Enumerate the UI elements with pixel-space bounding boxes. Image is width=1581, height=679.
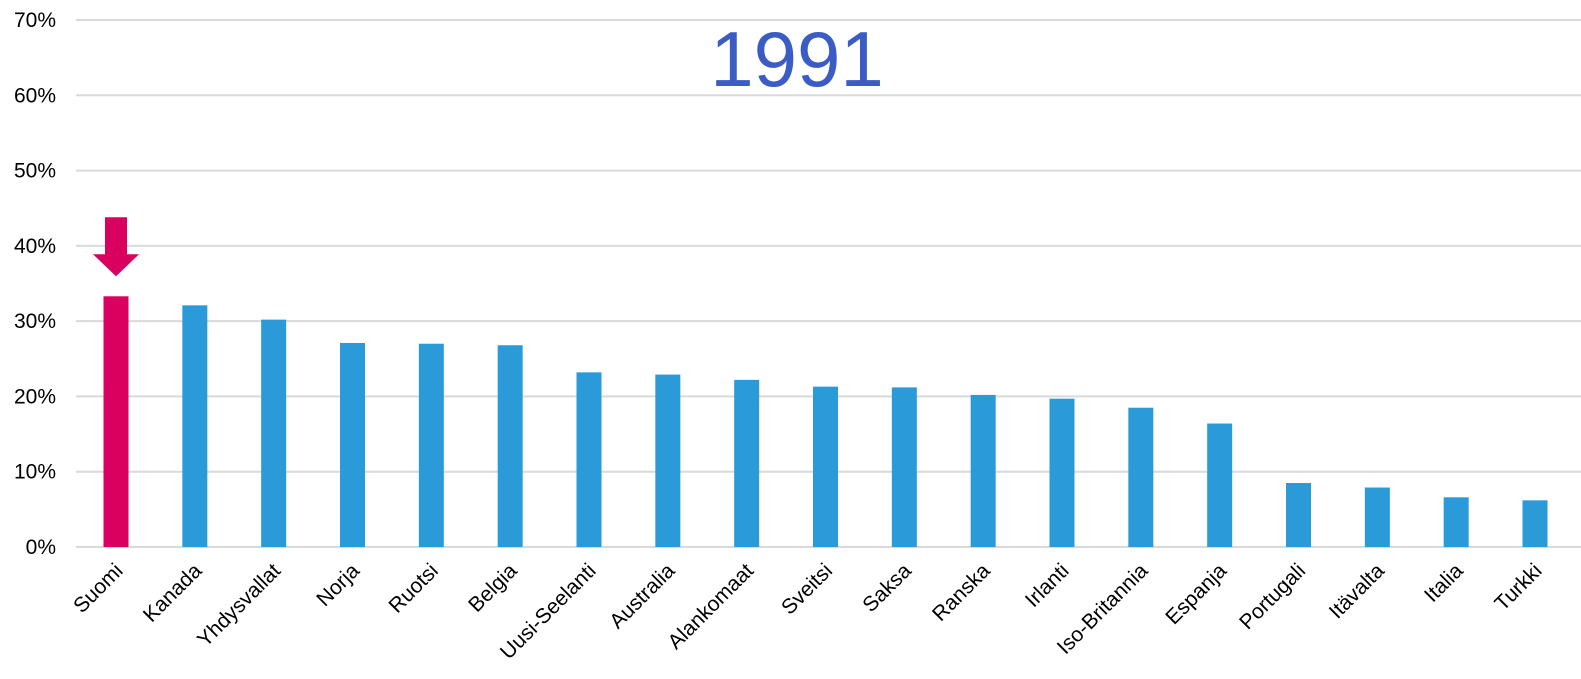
y-tick-label: 0% xyxy=(26,536,56,559)
bar-yhdysvallat xyxy=(261,319,287,547)
down-arrow-icon xyxy=(93,217,139,277)
bar-italia xyxy=(1443,497,1469,547)
y-tick-label: 10% xyxy=(14,461,56,484)
x-tick-label: Suomi xyxy=(69,559,127,617)
y-axis: 0% 10% 20% 30% 40% 50% 60% 70% xyxy=(14,9,56,559)
x-tick-label: Italia xyxy=(1420,559,1468,607)
bar-uusi-seelanti xyxy=(576,372,602,547)
chart-title: 1991 xyxy=(710,15,884,103)
x-tick-label: Ranska xyxy=(928,559,995,626)
y-tick-label: 70% xyxy=(14,9,56,32)
bar-portugali xyxy=(1286,483,1311,547)
x-tick-label: Sveitsi xyxy=(777,559,837,619)
bar-belgia xyxy=(497,345,523,547)
y-tick-label: 20% xyxy=(14,385,56,408)
bar-ranska xyxy=(970,394,996,547)
bar-saksa xyxy=(891,387,917,547)
y-tick-label: 30% xyxy=(14,310,56,333)
y-tick-label: 50% xyxy=(14,160,56,183)
x-tick-label: Turkki xyxy=(1490,559,1546,615)
x-tick-label: Yhdysvallat xyxy=(193,559,285,651)
bar-it-valta xyxy=(1364,487,1390,547)
bar-turkki xyxy=(1522,500,1548,547)
bar-australia xyxy=(655,374,681,547)
x-tick-label: Australia xyxy=(605,559,679,633)
bars xyxy=(103,296,1548,547)
x-tick-label: Belgia xyxy=(464,559,522,617)
annotations xyxy=(93,217,139,277)
x-tick-label: Portugali xyxy=(1235,559,1310,634)
bar-suomi xyxy=(103,296,129,547)
x-tick-label: Saksa xyxy=(858,559,916,617)
bar-norja xyxy=(340,342,365,547)
y-tick-label: 40% xyxy=(14,235,56,258)
bar-irlanti xyxy=(1049,398,1075,547)
bar-sveitsi xyxy=(813,386,838,547)
x-tick-label: Kanada xyxy=(139,559,207,627)
bar-ruotsi xyxy=(418,343,444,547)
bar-alankomaat xyxy=(734,379,760,547)
bar-espanja xyxy=(1207,423,1233,547)
x-tick-label: Alankomaat xyxy=(664,559,759,654)
y-tick-label: 60% xyxy=(14,84,56,107)
x-tick-label: Ruotsi xyxy=(385,559,443,617)
bar-iso-britannia xyxy=(1128,407,1154,547)
x-tick-label: Irlanti xyxy=(1021,559,1074,612)
x-tick-label: Norja xyxy=(312,559,364,611)
x-tick-label: Espanja xyxy=(1161,559,1231,629)
x-tick-label: Itävalta xyxy=(1325,559,1389,623)
bar-kanada xyxy=(182,305,208,547)
